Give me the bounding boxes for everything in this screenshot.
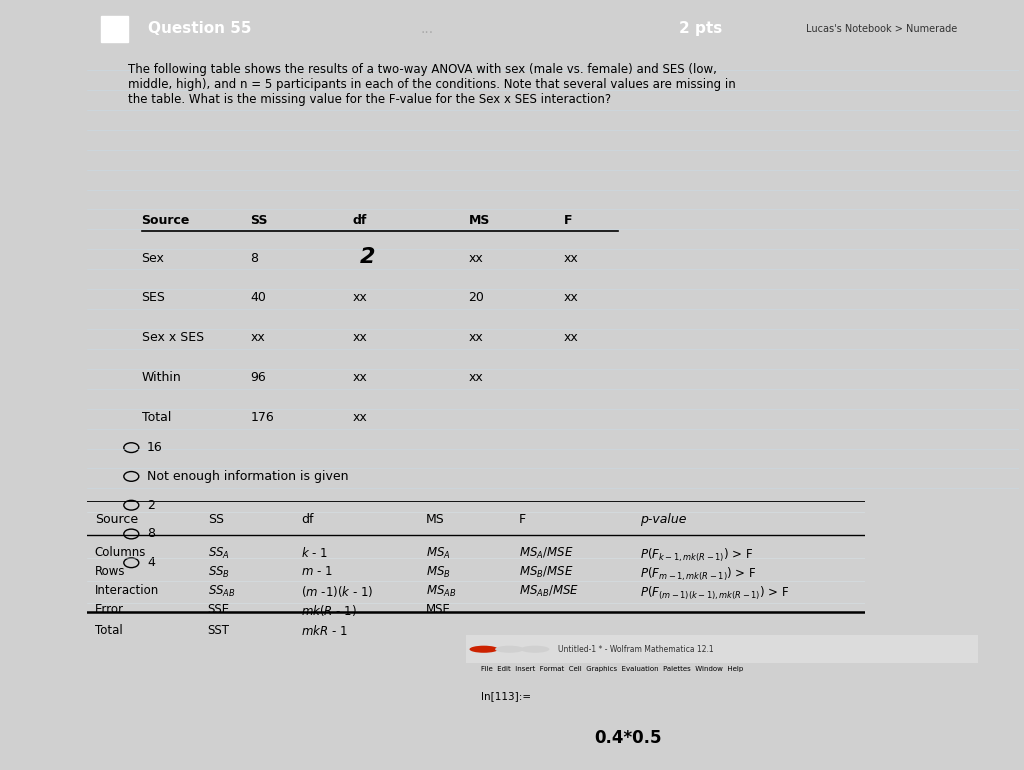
- Text: SST: SST: [208, 624, 229, 637]
- Text: $MS_A/MSE$: $MS_A/MSE$: [519, 546, 573, 561]
- Text: File  Edit  Insert  Format  Cell  Graphics  Evaluation  Palettes  Window  Help: File Edit Insert Format Cell Graphics Ev…: [481, 666, 743, 671]
- Text: df: df: [352, 214, 367, 227]
- Bar: [100, 16, 128, 42]
- Text: Rows: Rows: [95, 565, 125, 578]
- Text: xx: xx: [251, 331, 265, 344]
- Text: F: F: [519, 513, 526, 526]
- Text: xx: xx: [352, 371, 368, 384]
- Text: Not enough information is given: Not enough information is given: [147, 470, 348, 483]
- Text: xx: xx: [563, 252, 579, 265]
- Text: xx: xx: [468, 371, 483, 384]
- Text: Columns: Columns: [95, 546, 146, 559]
- Text: Source: Source: [95, 513, 138, 526]
- Text: Source: Source: [141, 214, 189, 227]
- Text: The following table shows the results of a two-way ANOVA with sex (male vs. fema: The following table shows the results of…: [128, 63, 735, 106]
- Text: MSE: MSE: [426, 604, 451, 617]
- Text: 2: 2: [147, 499, 155, 512]
- Text: Lucas's Notebook > Numerade: Lucas's Notebook > Numerade: [806, 24, 956, 34]
- Text: $mk(R$ - 1): $mk(R$ - 1): [301, 604, 356, 618]
- Text: SES: SES: [141, 291, 166, 304]
- Circle shape: [496, 646, 523, 653]
- Circle shape: [520, 646, 549, 653]
- Text: F: F: [563, 214, 572, 227]
- Text: $MS_{AB}/MSE$: $MS_{AB}/MSE$: [519, 584, 580, 600]
- Text: xx: xx: [352, 291, 368, 304]
- Text: Total: Total: [141, 411, 171, 424]
- Text: xx: xx: [352, 411, 368, 424]
- Text: 96: 96: [251, 371, 266, 384]
- Text: 16: 16: [147, 441, 163, 454]
- Text: $SS_A$: $SS_A$: [208, 546, 229, 561]
- Text: Within: Within: [141, 371, 181, 384]
- Text: 2: 2: [359, 247, 375, 267]
- Text: $SS_{AB}$: $SS_{AB}$: [208, 584, 236, 600]
- Text: xx: xx: [563, 291, 579, 304]
- Text: Error: Error: [95, 604, 124, 617]
- Circle shape: [469, 646, 499, 653]
- Text: SSE: SSE: [208, 604, 229, 617]
- Text: $P(F_{m-1,mk(R-1)})$ > F: $P(F_{m-1,mk(R-1)})$ > F: [640, 565, 756, 583]
- Text: xx: xx: [468, 252, 483, 265]
- Text: ...: ...: [421, 22, 434, 36]
- Text: $MS_A$: $MS_A$: [426, 546, 451, 561]
- Text: $SS_B$: $SS_B$: [208, 565, 229, 581]
- Text: 20: 20: [468, 291, 484, 304]
- Text: xx: xx: [352, 331, 368, 344]
- Text: xx: xx: [468, 331, 483, 344]
- Text: $m$ - 1: $m$ - 1: [301, 565, 333, 578]
- Text: $P(F_{(m-1)(k-1),mk(R-1)})$ > F: $P(F_{(m-1)(k-1),mk(R-1)})$ > F: [640, 584, 790, 601]
- Text: $MS_B/MSE$: $MS_B/MSE$: [519, 565, 573, 581]
- Text: SS: SS: [208, 513, 223, 526]
- Text: MS: MS: [468, 214, 489, 227]
- Text: Untitled-1 * - Wolfram Mathematica 12.1: Untitled-1 * - Wolfram Mathematica 12.1: [558, 644, 714, 654]
- Text: 0.4*0.5: 0.4*0.5: [594, 729, 662, 747]
- Text: xx: xx: [563, 331, 579, 344]
- Text: df: df: [301, 513, 313, 526]
- Bar: [466, 635, 978, 663]
- Text: SS: SS: [251, 214, 268, 227]
- Text: Question 55: Question 55: [148, 22, 252, 36]
- Text: $mkR$ - 1: $mkR$ - 1: [301, 624, 347, 638]
- Text: Total: Total: [95, 624, 123, 637]
- Text: In[113]:=: In[113]:=: [481, 691, 531, 701]
- Text: p-value: p-value: [640, 513, 686, 526]
- Text: $P(F_{k-1,mk(R-1)})$ > F: $P(F_{k-1,mk(R-1)})$ > F: [640, 546, 753, 564]
- Text: 4: 4: [147, 556, 155, 569]
- Text: $MS_{AB}$: $MS_{AB}$: [426, 584, 456, 600]
- Text: $MS_B$: $MS_B$: [426, 565, 451, 581]
- Text: 40: 40: [251, 291, 266, 304]
- Text: Sex: Sex: [141, 252, 165, 265]
- Text: MS: MS: [426, 513, 444, 526]
- Text: 8: 8: [251, 252, 258, 265]
- Text: 176: 176: [251, 411, 274, 424]
- Text: Interaction: Interaction: [95, 584, 159, 598]
- Text: 2 pts: 2 pts: [680, 22, 723, 36]
- Text: $k$ - 1: $k$ - 1: [301, 546, 328, 561]
- Text: $(m$ -1)$(k$ - 1): $(m$ -1)$(k$ - 1): [301, 584, 374, 599]
- Text: Sex x SES: Sex x SES: [141, 331, 204, 344]
- Text: 8: 8: [147, 527, 155, 541]
